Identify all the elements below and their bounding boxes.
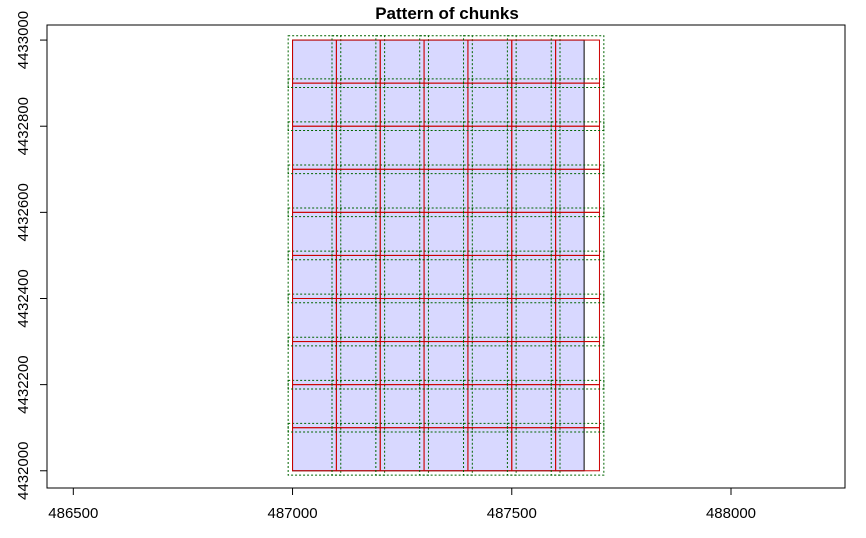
- x-tick-label: 487000: [268, 505, 318, 522]
- x-tick-label: 488000: [706, 505, 756, 522]
- chart-title: Pattern of chunks: [375, 4, 519, 23]
- y-tick-label: 4432000: [15, 442, 32, 500]
- x-tick-label: 487500: [487, 505, 537, 522]
- x-tick-label: 486500: [48, 505, 98, 522]
- plot-frame: [46, 24, 846, 489]
- y-tick-label: 4432600: [15, 183, 32, 241]
- chunk-tiles: [287, 35, 605, 476]
- y-tick-label: 4432400: [15, 269, 32, 327]
- y-tick-label: 4432800: [15, 97, 32, 155]
- y-tick-label: 4432200: [15, 355, 32, 413]
- y-tick-label: 4433000: [15, 11, 32, 69]
- y-axis: 4432000 4432200 4432400 4432600 4432800 44330…: [15, 11, 47, 500]
- chunk: [555, 39, 600, 84]
- x-axis: 486500 487000 487500 488000: [48, 488, 756, 522]
